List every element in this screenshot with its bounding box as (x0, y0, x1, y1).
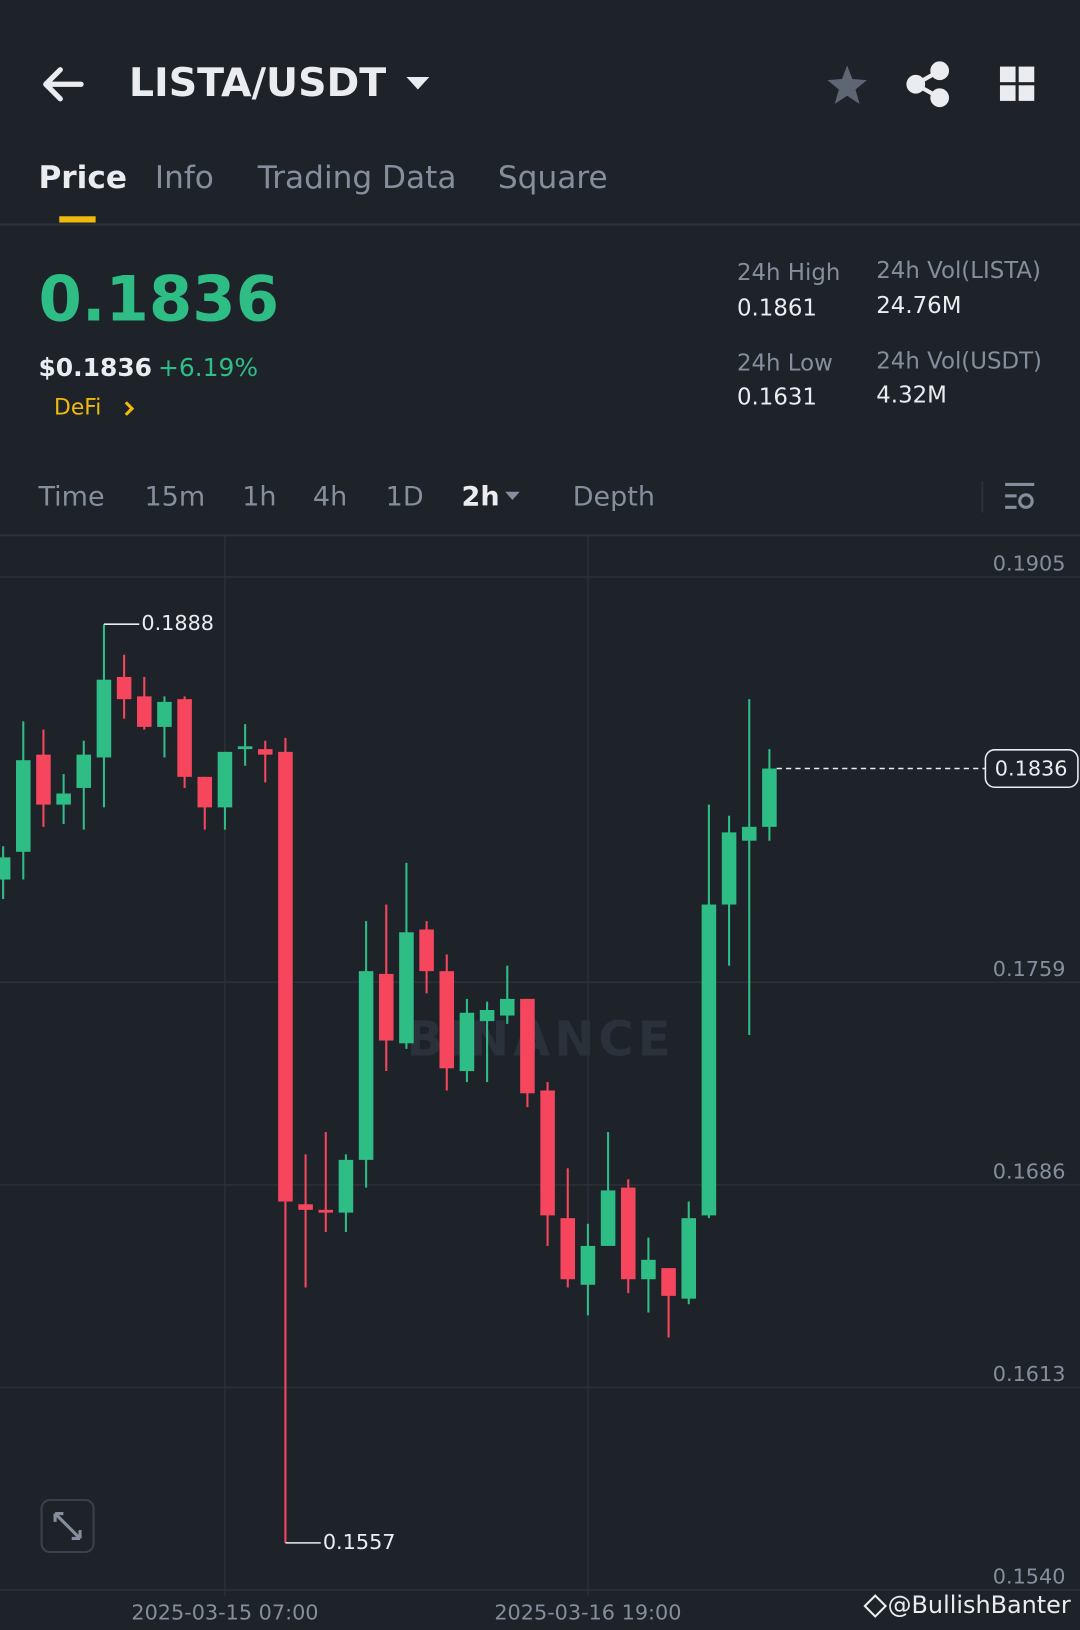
y-tick-label: 0.1686 (993, 1159, 1066, 1183)
x-tick-label: 2025-03-15 07:00 (131, 1600, 318, 1624)
stat-label: 24h Vol(USDT) (876, 348, 1042, 374)
candle-body (338, 1159, 354, 1213)
candle-body (419, 929, 434, 972)
interval-tab[interactable]: 1D (386, 481, 424, 512)
stat-label: 24h High (737, 260, 840, 286)
interval-tab[interactable]: 1h (242, 481, 276, 512)
interval-tab[interactable]: Depth (573, 481, 655, 512)
candle-body (237, 746, 253, 750)
candle-body (479, 1009, 495, 1022)
stat-value: 4.32M (876, 383, 947, 409)
candle-body (721, 832, 737, 905)
candle-body (278, 751, 293, 1202)
candle-body (76, 754, 92, 788)
grid-menu-icon[interactable] (999, 66, 1035, 101)
tab[interactable]: Price (38, 160, 127, 196)
sector-tag[interactable]: DeFi (54, 396, 101, 421)
candle-body (217, 751, 233, 808)
stat-value: 0.1631 (737, 385, 817, 411)
tag-arrow[interactable] (124, 401, 135, 416)
candle-body (580, 1245, 596, 1285)
back-button[interactable] (43, 67, 84, 102)
candle-body (520, 998, 535, 1094)
candle-body (459, 1012, 475, 1072)
candle-body (620, 1187, 636, 1280)
y-tick-label: 0.1759 (993, 957, 1066, 981)
favorite-icon[interactable] (827, 65, 867, 105)
price-change: +6.19% (158, 353, 258, 382)
candle-body (257, 749, 273, 755)
candle-body (600, 1190, 616, 1246)
high-marker-label: 0.1888 (141, 611, 214, 635)
chart-settings-icon[interactable] (1005, 482, 1035, 509)
candle-body (36, 754, 51, 805)
tab[interactable]: Info (155, 160, 214, 196)
candle-body (560, 1218, 576, 1280)
stat-value: 0.1861 (737, 295, 817, 321)
last-price-label: 0.1836 (995, 757, 1068, 781)
candle-body (762, 768, 777, 827)
credit: @BullishBanter (888, 1591, 1071, 1619)
candle-body (137, 696, 152, 727)
candle-body (499, 998, 515, 1016)
candle-body (157, 701, 172, 727)
candle-body (177, 699, 192, 777)
candle-body (56, 793, 71, 805)
share-icon[interactable] (906, 61, 950, 108)
candle-body (701, 904, 717, 1216)
candle-body (540, 1090, 555, 1216)
interval-tab[interactable]: 2h (462, 481, 500, 512)
tab[interactable]: Square (498, 160, 608, 196)
interval-tab[interactable]: 15m (144, 481, 205, 512)
interval-tab[interactable]: Time (37, 481, 104, 512)
candle-body (378, 973, 394, 1041)
stat-value: 24.76M (876, 293, 961, 319)
candle-body (399, 932, 414, 1044)
candle-body (116, 676, 132, 700)
stat-label: 24h Vol(LISTA) (876, 258, 1041, 284)
x-tick-label: 2025-03-16 19:00 (494, 1600, 681, 1624)
tab-indicator (59, 216, 96, 223)
candle-body (16, 760, 31, 852)
credit-icon (863, 1594, 888, 1618)
y-tick-label: 0.1905 (993, 552, 1066, 576)
y-tick-label: 0.1540 (993, 1565, 1066, 1589)
last-price: 0.1836 (38, 263, 279, 336)
candle-body (358, 971, 374, 1160)
candle-body (641, 1259, 656, 1280)
candle-body (439, 971, 455, 1069)
interval-dropdown[interactable] (505, 491, 520, 501)
stat-label: 24h Low (737, 350, 833, 376)
candle-body (661, 1268, 676, 1296)
pair-dropdown[interactable] (406, 76, 430, 90)
usd-price: $0.1836 (38, 353, 152, 382)
candle-body (741, 826, 757, 841)
candle-body (197, 776, 213, 808)
candle-body (318, 1209, 334, 1213)
expand-button[interactable] (40, 1498, 95, 1554)
candlestick-chart: BINANCE0.19050.17590.16860.16130.1540202… (0, 535, 1080, 1624)
candle-body (681, 1218, 697, 1299)
candle-body (0, 857, 11, 880)
interval-tab[interactable]: 4h (313, 481, 347, 512)
candle-body (298, 1204, 313, 1210)
y-tick-label: 0.1613 (993, 1362, 1066, 1386)
low-marker-label: 0.1557 (323, 1530, 396, 1554)
pair-title[interactable]: LISTA/USDT (129, 60, 386, 106)
candle-body (96, 679, 112, 758)
last-price-box (984, 749, 1079, 789)
tab[interactable]: Trading Data (257, 160, 457, 196)
